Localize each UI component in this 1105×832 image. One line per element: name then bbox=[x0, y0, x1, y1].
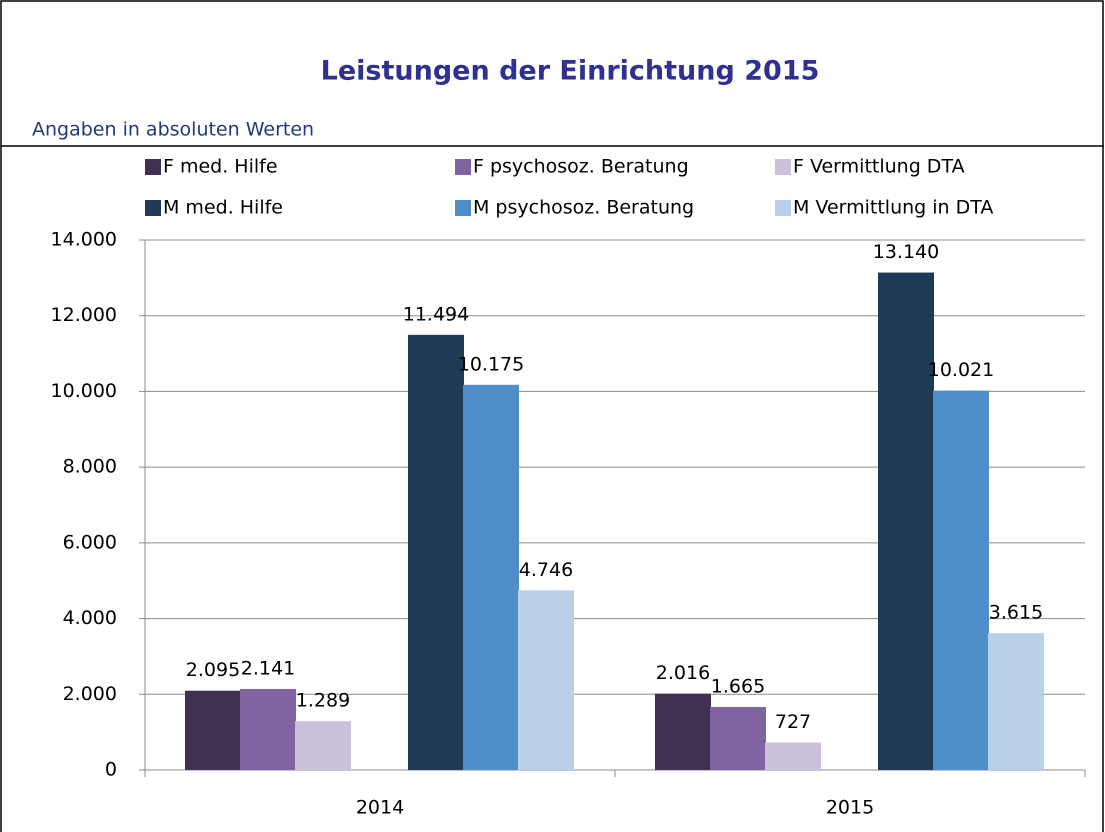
bar bbox=[933, 390, 989, 770]
chart-title: Leistungen der Einrichtung 2015 bbox=[321, 56, 820, 87]
data-label: 2.141 bbox=[241, 657, 295, 679]
data-label: 2.016 bbox=[656, 662, 710, 684]
data-label: 1.289 bbox=[296, 690, 350, 712]
y-tick-label: 4.000 bbox=[63, 607, 117, 629]
x-tick-label: 2014 bbox=[356, 797, 404, 819]
chart-subtitle: Angaben in absoluten Werten bbox=[32, 119, 314, 141]
legend-swatch bbox=[455, 200, 471, 216]
legend-label: F psychosoz. Beratung bbox=[473, 156, 689, 178]
x-tick-label: 2015 bbox=[826, 797, 874, 819]
y-tick-label: 14.000 bbox=[51, 229, 117, 251]
bar bbox=[988, 633, 1044, 770]
bar bbox=[408, 334, 464, 770]
legend-swatch bbox=[455, 159, 471, 175]
legend-swatch bbox=[145, 159, 161, 175]
bar bbox=[185, 690, 241, 770]
data-label: 10.021 bbox=[928, 359, 994, 381]
legend-swatch bbox=[145, 200, 161, 216]
y-tick-label: 6.000 bbox=[63, 531, 117, 553]
data-label: 1.665 bbox=[711, 675, 765, 697]
y-tick-label: 8.000 bbox=[63, 456, 117, 478]
bar bbox=[655, 693, 711, 770]
y-tick-label: 2.000 bbox=[63, 683, 117, 705]
data-label: 4.746 bbox=[519, 559, 573, 581]
legend-label: M psychosoz. Beratung bbox=[473, 197, 694, 219]
bar bbox=[518, 590, 574, 770]
y-tick-label: 10.000 bbox=[51, 380, 117, 402]
bar bbox=[878, 272, 934, 770]
bar bbox=[240, 688, 296, 770]
legend-label: M med. Hilfe bbox=[163, 197, 283, 219]
data-label: 10.175 bbox=[458, 353, 524, 375]
data-label: 11.494 bbox=[403, 303, 469, 325]
data-label: 727 bbox=[775, 711, 811, 733]
data-label: 3.615 bbox=[989, 602, 1043, 624]
legend-swatch bbox=[775, 159, 791, 175]
data-label: 13.140 bbox=[873, 241, 939, 263]
bar bbox=[463, 384, 519, 770]
bar bbox=[710, 706, 766, 770]
legend-label: M Vermittlung in DTA bbox=[793, 197, 993, 219]
data-label: 2.095 bbox=[186, 659, 240, 681]
bar bbox=[765, 742, 821, 770]
legend-swatch bbox=[775, 200, 791, 216]
legend-label: F Vermittlung DTA bbox=[793, 156, 965, 178]
legend-label: F med. Hilfe bbox=[163, 156, 278, 178]
bar bbox=[295, 721, 351, 770]
y-tick-label: 0 bbox=[105, 759, 117, 781]
y-tick-label: 12.000 bbox=[51, 304, 117, 326]
